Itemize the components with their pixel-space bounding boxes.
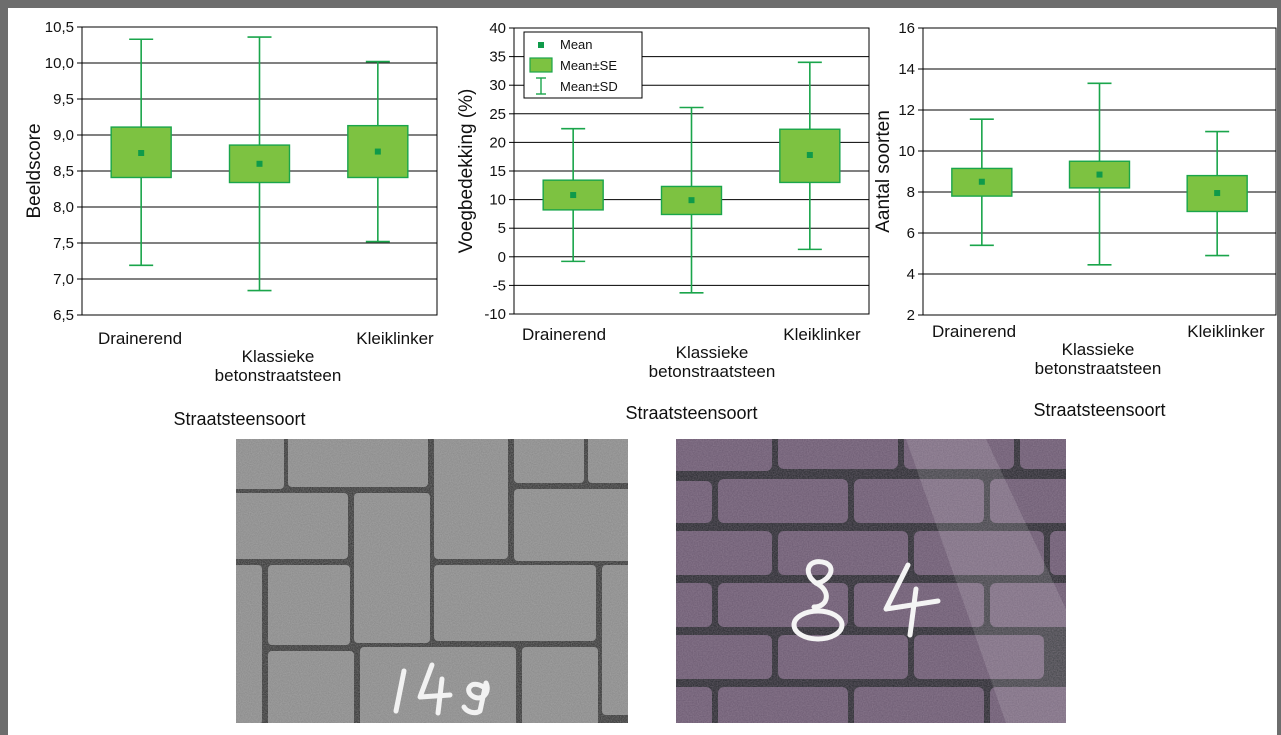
chart2-y-tick-label: 5 [498,220,506,237]
chart3-y-tick-label: 16 [898,20,915,37]
chart2-category-label: Kleiklinker [783,325,861,344]
chart1-plot-frame [81,26,438,316]
chart1-y-tick-label: 8,0 [53,199,74,216]
chart3-y-tick-label: 14 [898,61,915,78]
chart2-y-tick-label: 15 [489,163,506,180]
chart3-plot-frame [922,27,1277,316]
chart3-y-tick-label: 2 [907,307,915,324]
chart2-legend-entry: Mean±SE [560,58,617,73]
chart3-mean-marker [1214,190,1221,197]
chart2-y-tick-label: 40 [489,20,506,37]
charts-canvas: 6,5 7,0 7,5 8,0 8,5 9,0 9,5 10,0 10,5 Drainerend K… [24,19,1277,429]
chart2-y-tick-label: 25 [489,106,506,123]
chart3-y-axis-label: Aantal soorten [873,110,894,233]
clay-brick-pavers-photo [676,439,1066,723]
chart2-legend-entry: Mean [560,37,593,52]
chart2-legend-se-swatch [529,57,553,73]
chart1-mean-marker [138,150,145,156]
chart2-y-tick-label: -10 [484,306,506,323]
chart1-category-label: Kleiklinker [356,329,434,348]
chart2-legend-mean-swatch [538,42,544,48]
chart3-mean-marker [1096,171,1103,178]
chart3-y-tick-label: 10 [898,143,915,160]
chart2-x-axis-label: Straatsteensoort [625,403,757,423]
concrete-pavers-photo [236,439,628,723]
chart1-mean-marker [256,160,263,167]
chart2-plot-frame [513,27,870,315]
chart3-y-tick-label: 6 [907,225,915,242]
chart2-y-tick-label: 35 [489,49,506,66]
chart2-legend-entry: Mean±SD [560,79,618,94]
chart3-category-label: Drainerend [932,322,1016,341]
chart2-y-tick-label: -5 [493,277,506,294]
chart2-y-tick-label: 10 [489,192,506,209]
chart1-mean-marker [374,148,381,155]
chart1-y-tick-label: 9,0 [53,127,74,144]
chart1-x-axis-label: Straatsteensoort [173,409,305,429]
chart1-y-axis-label: Beeldscore [24,123,45,218]
chart2-category-label: Drainerend [522,325,606,344]
chart2-y-tick-label: 30 [489,77,506,94]
chart1-y-tick-label: 6,5 [53,307,74,324]
frame-right-border [1277,0,1281,735]
chart1-category-label: Klassieke betonstraatsteen [215,347,342,385]
chart2-y-tick-label: 0 [498,249,506,266]
chart2-y-axis-label: Voegbedekking (%) [456,89,477,254]
chart3-mean-marker [978,178,985,185]
chart1-y-tick-label: 10,5 [45,19,74,36]
chart1-y-tick-label: 7,5 [53,235,74,252]
chart3-y-tick-label: 12 [898,102,915,119]
chart1-y-tick-label: 9,5 [53,91,74,108]
chart1-y-tick-label: 10,0 [45,55,74,72]
chart2-y-tick-label: 20 [489,134,506,151]
frame-left-border [0,0,8,735]
chart3-y-tick-label: 8 [907,184,915,201]
chart2-mean-marker [570,192,577,199]
chart2-mean-marker [688,197,695,204]
chart1-category-label: Drainerend [98,329,182,348]
chart3-category-label: Klassieke betonstraatsteen [1035,340,1162,378]
chart1-y-tick-label: 7,0 [53,271,74,288]
chart3-category-label: Kleiklinker [1187,322,1265,341]
chart3-x-axis-label: Straatsteensoort [1033,400,1165,420]
chart3-y-tick-label: 4 [907,266,915,283]
frame-top-border [0,0,1281,8]
chart2-mean-marker [806,151,813,158]
chart1-y-tick-label: 8,5 [53,163,74,180]
chart2-category-label: Klassieke betonstraatsteen [649,343,776,381]
